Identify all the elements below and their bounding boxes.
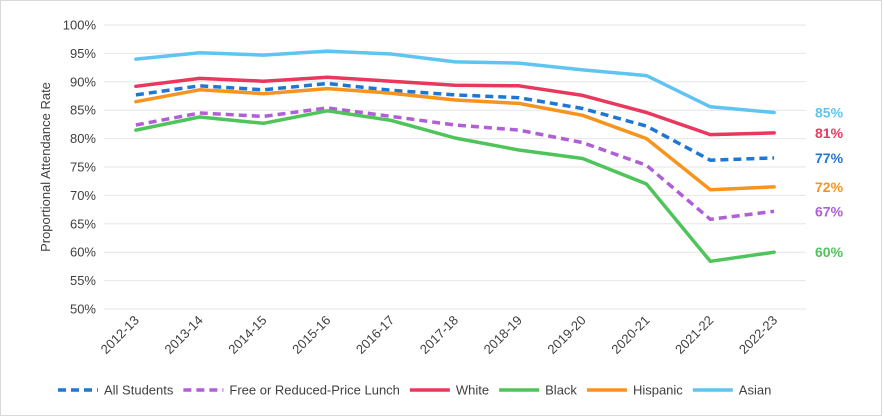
legend-item: Hispanic [586,383,683,398]
legend-label: White [456,383,489,398]
legend-label: Hispanic [633,383,683,398]
legend-label: Black [545,383,577,398]
series-line-free-or-reduced-price-lunch [135,106,775,222]
legend-label: Asian [739,383,772,398]
y-tick-label: 90% [70,74,96,89]
x-tick-label: 2016-17 [353,313,397,357]
y-tick-label: 95% [70,46,96,61]
legend-item: All Students [58,383,174,398]
series-line-all-students [135,81,775,162]
x-tick-label: 2019-20 [544,313,588,357]
end-label: 67% [815,203,844,219]
series-lines [134,49,776,264]
end-label: 72% [815,179,844,195]
y-tick-label: 65% [70,216,96,231]
gridlines [104,24,806,310]
legend-label: All Students [104,383,174,398]
end-label: 60% [815,244,844,260]
x-tick-label: 2021-22 [672,313,716,357]
x-tick-label: 2020-21 [608,313,652,357]
x-tick-label: 2012-13 [98,313,142,357]
series-line-black [134,109,776,264]
series-line-white [134,75,776,137]
legend-item: Free or Reduced-Price Lunch [183,383,400,398]
y-tick-label: 60% [70,245,96,260]
y-axis-label: Proportional Attendance Rate [38,82,53,252]
legend-item: White [409,383,489,398]
end-label: 77% [815,150,844,166]
legend-item: Black [499,383,577,398]
series-line-hispanic [134,86,776,192]
series-line-asian [134,49,776,115]
end-label: 81% [815,125,844,141]
legend: All Students Free or Reduced-Price Lunch W… [58,383,771,398]
x-tick-label: 2017-18 [417,313,461,357]
y-tick-label: 70% [70,188,96,203]
y-tick-label: 85% [70,103,96,118]
y-axis-ticks: 50% 55% 60% 65% 70% 75% 80% 85% 90% 95% 100% [63,18,97,317]
y-tick-label: 50% [70,302,96,317]
end-labels: 77% 67% 81% 60% 72% 85% [815,104,844,260]
x-tick-label: 2013-14 [161,313,205,357]
end-label: 85% [815,104,844,120]
x-tick-label: 2022-23 [736,313,780,357]
x-tick-label: 2015-16 [289,313,333,357]
y-tick-label: 55% [70,273,96,288]
legend-item: Asian [692,383,772,398]
x-tick-label: 2018-19 [481,313,525,357]
x-axis-ticks: 2012-13 2013-14 2014-15 2015-16 2016-17 2017-… [98,313,781,357]
x-tick-label: 2014-15 [225,313,269,357]
y-tick-label: 80% [70,131,96,146]
y-tick-label: 75% [70,160,96,175]
legend-label: Free or Reduced-Price Lunch [229,383,400,398]
y-tick-label: 100% [63,18,97,33]
